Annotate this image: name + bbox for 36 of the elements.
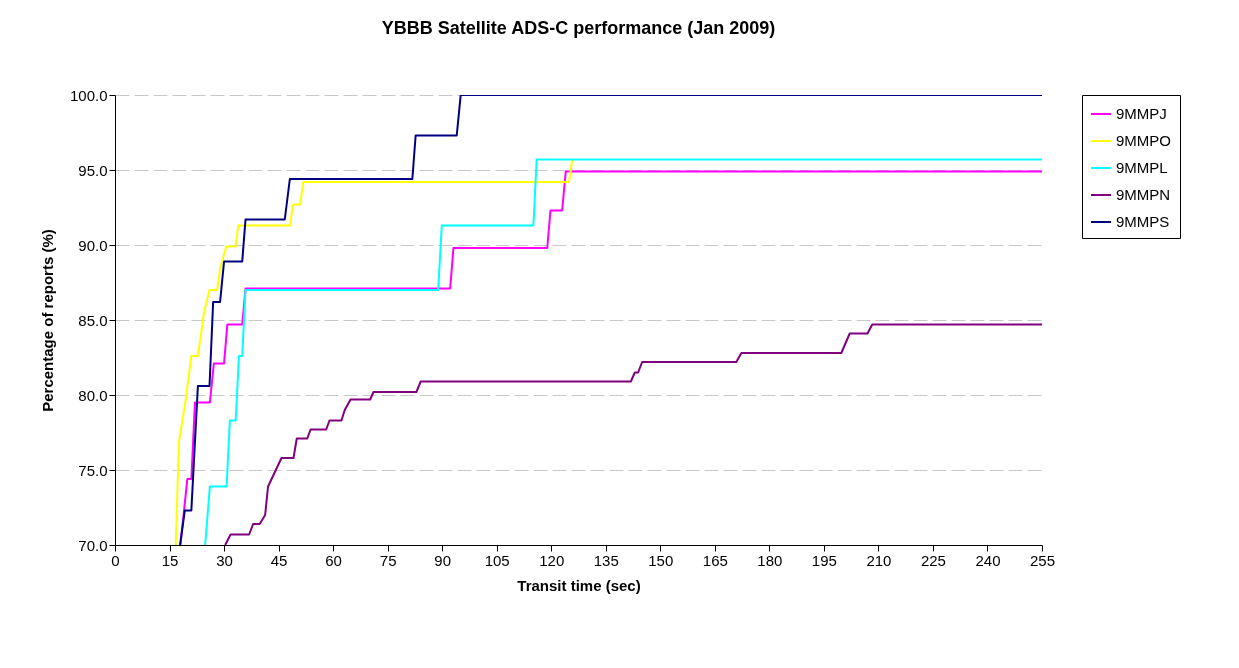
x-tick-label: 255: [1029, 551, 1056, 569]
x-axis-title: Transit time (sec): [517, 576, 641, 594]
x-tick-label: 180: [757, 551, 783, 569]
line-series: [174, 158, 574, 545]
x-tick-label: 45: [270, 551, 288, 569]
y-tick-label: 90.0: [78, 236, 108, 254]
legend-label: 9MMPO: [1116, 132, 1172, 149]
legend-label: 9MMPN: [1116, 186, 1171, 203]
y-tick-label: 85.0: [78, 311, 108, 329]
y-tick-label: 75.0: [78, 461, 108, 479]
legend-label: 9MMPJ: [1116, 105, 1167, 122]
x-tick-label: 0: [111, 551, 120, 569]
chart-title: YBBB Satellite ADS-C performance (Jan 2009): [381, 18, 776, 38]
x-tick-label: 30: [216, 551, 233, 569]
legend-label: 9MMPS: [1116, 213, 1170, 230]
y-tick-label: 70.0: [78, 536, 108, 554]
x-tick-label: 120: [539, 551, 565, 569]
y-axis-title: Percentage of reports (%): [38, 229, 56, 412]
y-tick-label: 100.0: [69, 86, 108, 104]
x-tick-label: 75: [379, 551, 397, 569]
x-tick-label: 240: [975, 551, 1001, 569]
x-tick-label: 15: [161, 551, 179, 569]
x-tick-label: 210: [866, 551, 892, 569]
y-tick-label: 80.0: [78, 386, 108, 404]
y-tick-label: 95.0: [78, 161, 108, 179]
x-tick-label: 195: [811, 551, 837, 569]
legend-label: 9MMPL: [1116, 159, 1168, 176]
x-tick-label: 90: [434, 551, 452, 569]
x-tick-label: 135: [593, 551, 619, 569]
x-tick-label: 225: [920, 551, 946, 569]
line-series: [179, 95, 1042, 545]
x-tick-label: 60: [325, 551, 342, 569]
x-tick-label: 165: [702, 551, 728, 569]
x-tick-label: 150: [648, 551, 674, 569]
x-tick-label: 105: [484, 551, 510, 569]
line-series: [224, 323, 1042, 545]
